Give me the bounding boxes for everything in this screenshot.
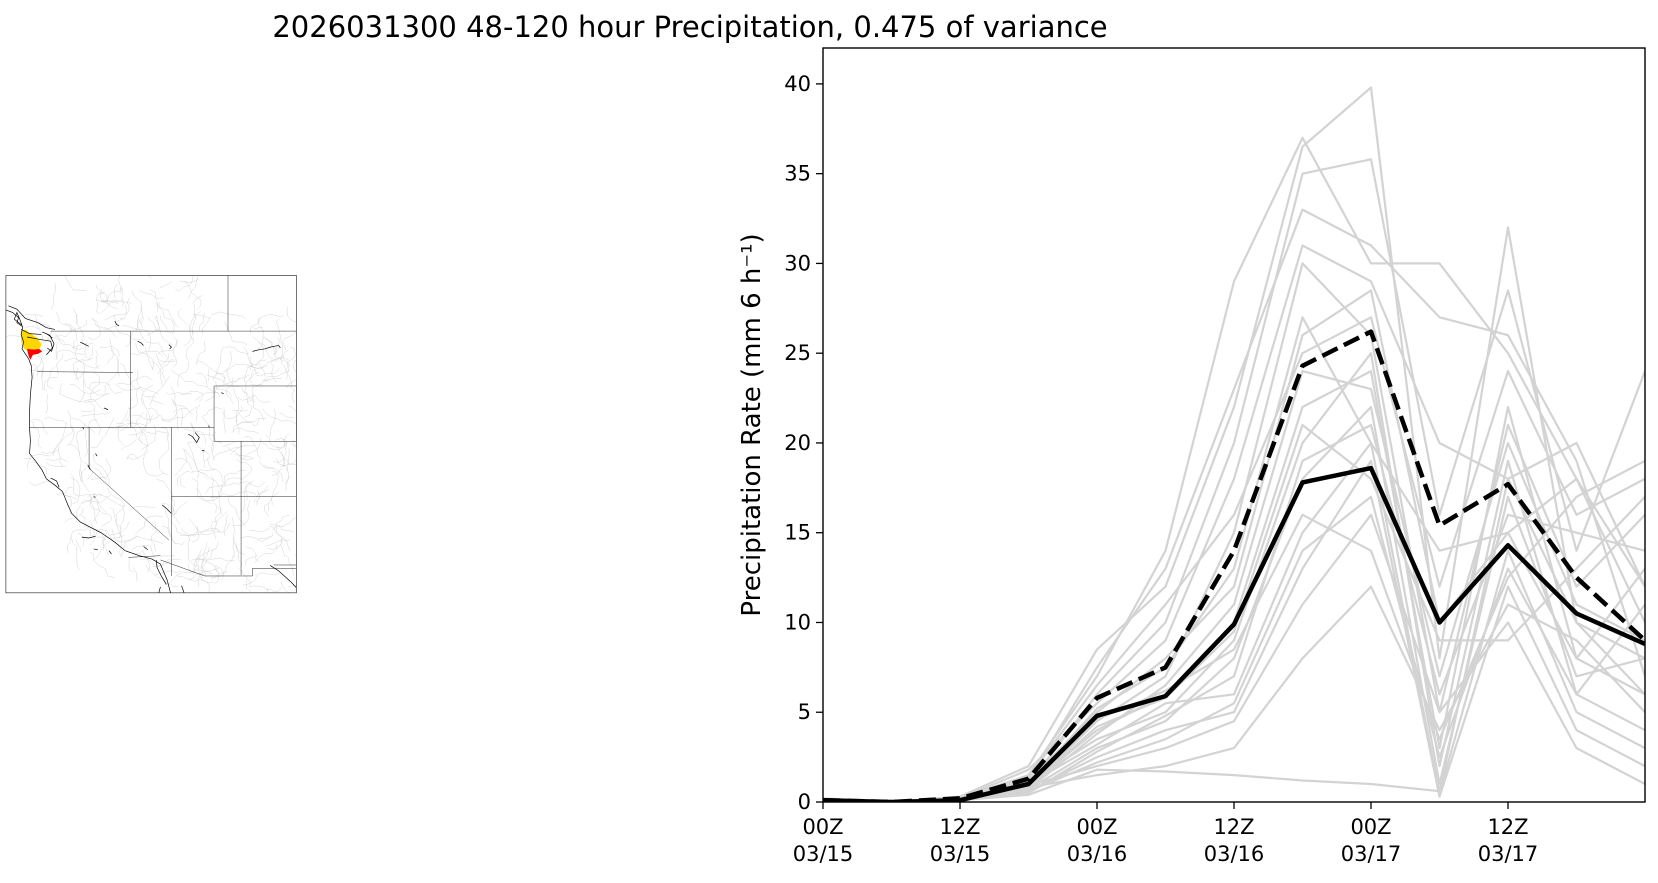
plot-frame [822,47,1646,803]
ensemble-member-line-4 [823,244,1645,802]
x-tick-label: 12Z 03/15 [930,815,991,866]
lakes-and-islands [80,320,281,555]
y-tick-label: 25 [784,341,811,365]
highlight-basin-primary [27,348,43,360]
y-tick-label: 40 [784,72,811,96]
y-tick-label: 15 [784,521,811,545]
chart-title: 2026031300 48-120 hour Precipitation, 0.… [272,10,1108,44]
basin-map [5,275,297,594]
x-tick-label: 00Z 03/15 [793,815,854,866]
upper-dashed-line [823,329,1645,802]
x-tick-label: 00Z 03/17 [1341,815,1402,866]
basin-boundaries [5,275,297,593]
y-tick-label: 20 [784,431,811,455]
y-tick-label: 10 [784,610,811,634]
coastline [5,305,297,593]
y-tick-label: 30 [784,251,811,275]
ensemble-mean-line [823,465,1645,802]
y-tick-label: 5 [798,700,811,724]
x-tick-label: 12Z 03/17 [1478,815,1539,866]
state-borders [29,275,297,577]
x-tick-label: 00Z 03/16 [1067,815,1128,866]
y-tick-label: 0 [798,790,811,814]
x-tick-label: 12Z 03/16 [1204,815,1265,866]
highlight-basin-secondary [21,329,42,353]
y-tick-label: 35 [784,162,811,186]
ensemble-member-line-8 [823,352,1645,802]
ensemble-member-line-1 [823,86,1645,802]
y-axis-label: Precipitation Rate (mm 6 h⁻¹) [737,233,767,616]
